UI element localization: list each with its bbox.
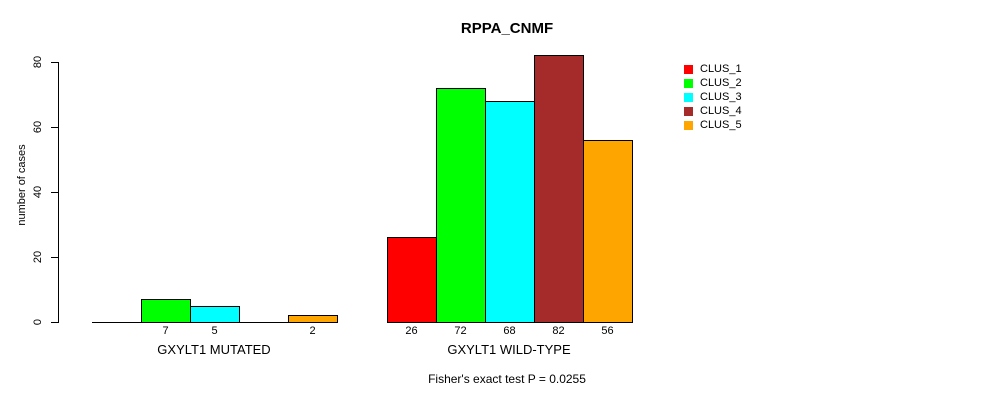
legend-label: CLUS_1 [700,63,742,75]
y-axis-tick-label: 80 [32,55,44,69]
y-axis-tick [51,322,58,323]
bar-clus_5 [288,315,338,323]
bar-value-label: 7 [162,325,169,337]
legend-color-swatch [684,106,693,116]
y-axis-tick-label: 60 [32,120,44,134]
bar-clus_1 [387,237,437,323]
fisher-test-annotation: Fisher's exact test P = 0.0255 [428,372,586,386]
bar-clus_2 [436,88,486,323]
bar-value-label: 68 [503,325,516,337]
bar-value-label: 2 [309,325,316,337]
legend-color-swatch [684,78,693,88]
y-axis-tick [51,192,58,193]
bar-value-label: 26 [405,325,418,337]
x-group-label-mutated: GXYLT1 MUTATED [157,342,271,357]
legend-item: CLUS_1 [684,62,742,76]
legend-label: CLUS_5 [700,119,742,131]
bar-value-label: 82 [552,325,565,337]
chart-title: RPPA_CNMF [460,20,554,37]
legend-item: CLUS_5 [684,118,742,132]
bar-value-label: 72 [454,325,467,337]
legend-color-swatch [684,64,693,74]
x-group-label-wild-type: GXYLT1 WILD-TYPE [447,342,571,357]
y-axis-tick [51,257,58,258]
bar-clus_4 [534,55,584,323]
bar-clus_2 [141,299,191,323]
y-axis-tick [51,62,58,63]
y-axis-label: number of cases [16,144,28,226]
legend: CLUS_1 CLUS_2 CLUS_3 CLUS_4 CLUS_5 [684,62,742,132]
bar-clus_3 [190,306,240,323]
legend-item: CLUS_2 [684,76,742,90]
bar-value-label: 5 [211,325,218,337]
legend-item: CLUS_4 [684,104,742,118]
legend-label: CLUS_2 [700,77,742,89]
legend-item: CLUS_3 [684,90,742,104]
legend-label: CLUS_4 [700,105,742,117]
y-axis-tick [51,127,58,128]
y-axis-tick-label: 0 [32,318,44,326]
y-axis-line [58,62,59,323]
legend-color-swatch [684,92,693,102]
legend-color-swatch [684,120,693,130]
bar-value-label: 56 [601,325,614,337]
bar-clus_3 [485,101,535,323]
legend-label: CLUS_3 [700,91,742,103]
y-axis-tick-label: 20 [32,250,44,264]
y-axis-tick-label: 40 [32,185,44,199]
bar-clus_5 [583,140,633,323]
